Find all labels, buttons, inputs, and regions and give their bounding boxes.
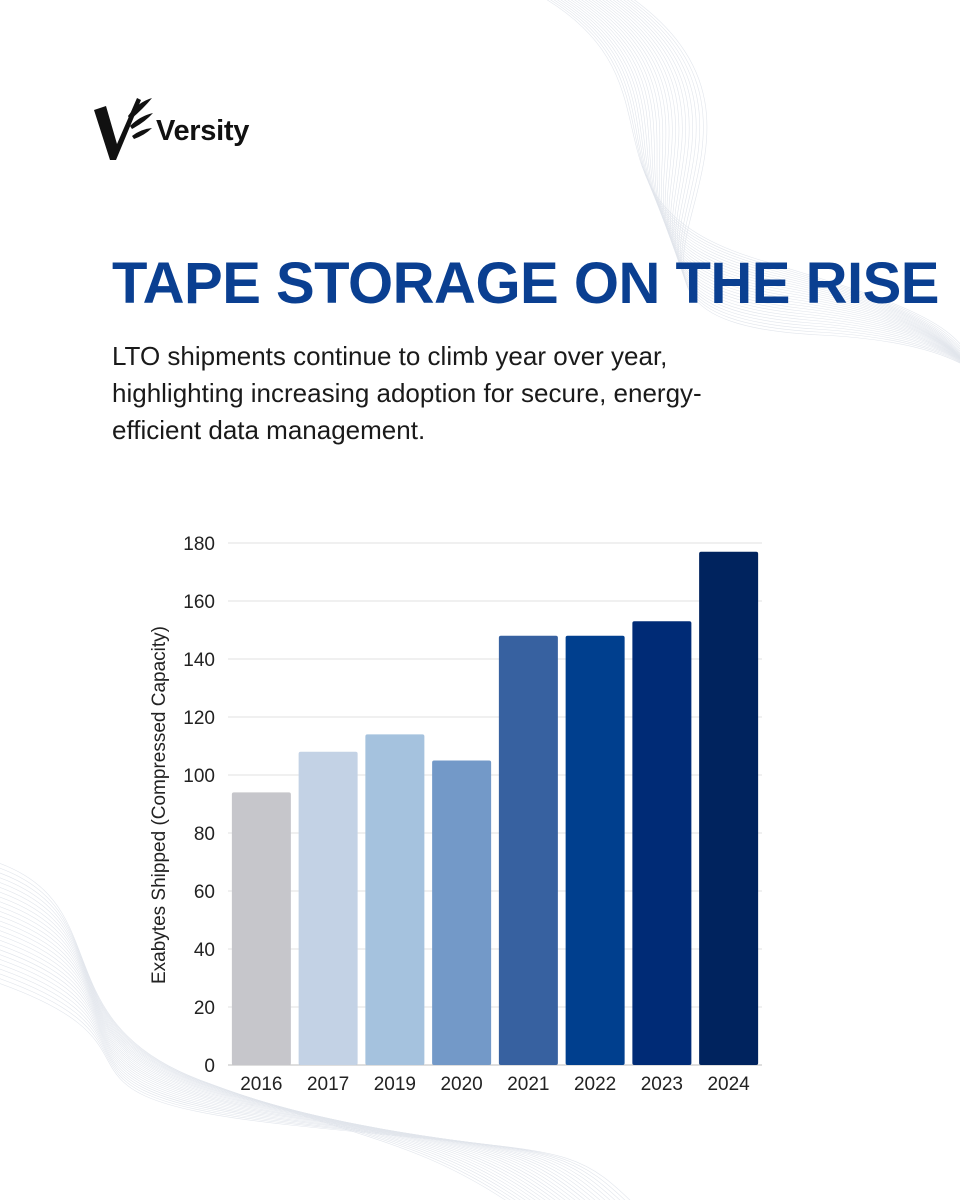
wave-line — [0, 892, 536, 1200]
wave-line — [0, 887, 531, 1200]
wave-line — [0, 901, 546, 1200]
wave-line — [626, 0, 960, 362]
y-tick-label: 140 — [183, 650, 215, 671]
wave-line — [605, 0, 960, 360]
wave-line — [0, 954, 601, 1200]
x-tick-label: 2024 — [707, 1074, 750, 1095]
x-tick-label: 2020 — [440, 1074, 482, 1095]
wave-line — [0, 935, 581, 1200]
wave-line — [591, 0, 960, 359]
bottom-left-wave-lines — [0, 863, 631, 1200]
wave-line — [0, 959, 606, 1200]
wave-line — [574, 0, 960, 358]
wave-line — [598, 0, 960, 359]
x-tick-label: 2019 — [374, 1074, 416, 1095]
wave-line — [0, 916, 561, 1200]
wave-line — [0, 868, 511, 1200]
wave-line — [550, 0, 960, 348]
bar-2016 — [231, 792, 291, 1065]
wave-line — [608, 0, 960, 360]
top-right-wave-lines — [546, 0, 960, 364]
wave-line — [556, 0, 960, 352]
page-subtitle: LTO shipments continue to climb year ove… — [112, 338, 812, 449]
y-axis-tick-labels: 0 20 40 60 80 100 120 140 160 180 — [183, 534, 215, 1077]
wave-line — [601, 0, 960, 359]
wave-line — [0, 920, 566, 1200]
x-tick-label: 2022 — [574, 1074, 616, 1095]
y-tick-label: 180 — [183, 534, 215, 555]
x-tick-label: 2017 — [307, 1074, 349, 1095]
wave-line — [0, 930, 576, 1200]
wave-line — [0, 872, 516, 1200]
bar-2023 — [632, 621, 692, 1065]
wave-line — [560, 0, 960, 354]
wave-line — [0, 964, 611, 1200]
y-tick-label: 160 — [183, 592, 215, 613]
y-tick-label: 0 — [204, 1056, 215, 1077]
wave-line — [623, 0, 960, 362]
wave-line — [0, 911, 556, 1200]
subtitle-line-3: efficient data management. — [112, 415, 426, 445]
wave-line — [0, 949, 596, 1200]
y-tick-label: 120 — [183, 708, 215, 729]
wave-line — [553, 0, 960, 350]
x-tick-label: 2021 — [507, 1074, 549, 1095]
y-axis-label: Exabytes Shipped (Compressed Capacity) — [149, 626, 170, 984]
wave-line — [612, 0, 960, 360]
wave-line — [584, 0, 960, 359]
wave-line — [0, 906, 551, 1200]
y-tick-label: 40 — [194, 940, 215, 961]
wave-line — [0, 973, 621, 1200]
y-tick-label: 60 — [194, 882, 215, 903]
wave-line — [0, 983, 631, 1200]
y-tick-label: 80 — [194, 824, 215, 845]
bar-2020 — [432, 760, 492, 1065]
wave-line — [630, 0, 960, 363]
wave-line — [0, 944, 591, 1200]
subtitle-line-1: LTO shipments continue to climb year ove… — [112, 341, 668, 371]
chart-bars — [231, 551, 759, 1065]
x-axis-tick-labels: 2016 2017 2019 2020 2021 2022 2023 2024 — [240, 1074, 750, 1095]
wave-line — [0, 896, 541, 1200]
bar-2022 — [565, 635, 625, 1065]
wave-line — [567, 0, 960, 356]
x-tick-label: 2023 — [641, 1074, 683, 1095]
versity-logo: Versity — [92, 94, 249, 162]
wave-line — [0, 863, 506, 1200]
page-title: TAPE STORAGE ON THE RISE — [112, 251, 939, 316]
wave-line — [615, 0, 960, 361]
wave-line — [0, 925, 571, 1200]
wave-line — [581, 0, 960, 358]
wave-line — [0, 877, 521, 1200]
bar-2019 — [365, 734, 425, 1065]
brand-name: Versity — [156, 114, 250, 147]
wave-line — [0, 978, 626, 1200]
bar-2024 — [699, 551, 759, 1065]
wave-line — [633, 0, 960, 364]
bar-2017 — [298, 751, 358, 1065]
wave-line — [0, 968, 616, 1200]
wave-line — [0, 882, 526, 1200]
wave-line — [563, 0, 960, 355]
versity-wing-v-logo-icon — [94, 98, 153, 160]
y-tick-label: 20 — [194, 998, 215, 1019]
wave-line — [594, 0, 960, 359]
subtitle-line-2: highlighting increasing adoption for sec… — [112, 378, 702, 408]
x-tick-label: 2016 — [240, 1074, 282, 1095]
y-tick-label: 100 — [183, 766, 215, 787]
wave-line — [546, 0, 960, 345]
wave-line — [587, 0, 960, 359]
wave-line — [619, 0, 960, 361]
bar-2021 — [498, 635, 558, 1065]
wave-line — [0, 940, 586, 1200]
wave-line — [577, 0, 960, 358]
wave-line — [570, 0, 960, 357]
